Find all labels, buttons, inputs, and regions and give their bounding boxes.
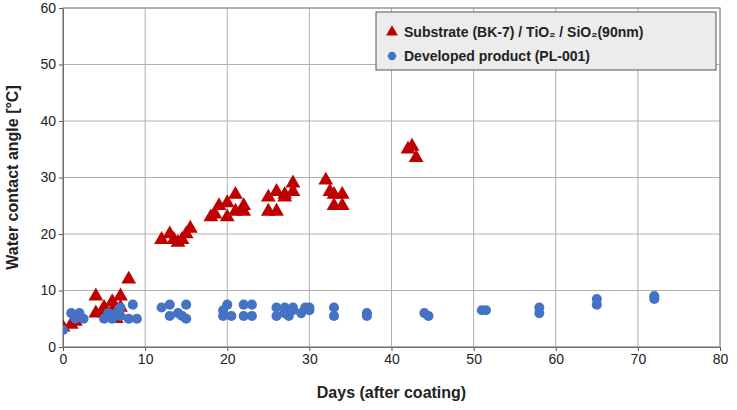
- point: [113, 288, 128, 301]
- series: [63, 291, 659, 335]
- point: [183, 220, 198, 233]
- tick: 60: [548, 347, 564, 367]
- tick: 0: [60, 347, 68, 367]
- grid-line-y: [63, 177, 720, 178]
- tick: 40: [384, 347, 400, 367]
- tick: 50: [40, 56, 63, 72]
- series: [63, 138, 424, 332]
- tick-label: 30: [40, 169, 56, 185]
- point: [423, 311, 433, 321]
- point: [132, 314, 142, 324]
- tick-label: 60: [40, 0, 56, 16]
- point: [181, 300, 191, 310]
- grid-line-y: [63, 121, 720, 122]
- point: [121, 271, 136, 284]
- tick-mark: [59, 291, 63, 292]
- tick-label: 0: [60, 351, 68, 367]
- tick: 50: [466, 347, 482, 367]
- tick-mark: [59, 234, 63, 235]
- tick-mark: [59, 8, 63, 9]
- point: [247, 311, 257, 321]
- tick: 80: [713, 347, 729, 367]
- legend-marker: [386, 25, 398, 35]
- tick-label: 60: [548, 351, 564, 367]
- tick-mark: [59, 65, 63, 66]
- point: [88, 288, 103, 301]
- point: [405, 138, 420, 151]
- tick-mark: [59, 178, 63, 179]
- tick: 70: [631, 347, 647, 367]
- point: [63, 325, 68, 335]
- point: [78, 314, 88, 324]
- tick: 10: [40, 282, 63, 298]
- points: [63, 138, 659, 335]
- tick-label: 80: [713, 351, 729, 367]
- x-axis-title: Days (after coating): [317, 384, 466, 401]
- tick-mark: [59, 121, 63, 122]
- y-axis-title: Water contact angle [°C]: [4, 85, 21, 270]
- point: [128, 300, 138, 310]
- tick: 60: [40, 0, 63, 16]
- tick-label: 20: [40, 226, 56, 242]
- point: [181, 314, 191, 324]
- tick-label: 50: [466, 351, 482, 367]
- grid: [63, 8, 720, 347]
- tick: 30: [40, 169, 63, 185]
- point: [649, 294, 659, 304]
- x-axis: 0 10 20 30 40 50 60 70 80: [60, 347, 729, 367]
- tick-label: 50: [40, 56, 56, 72]
- point: [228, 186, 243, 199]
- tick: 20: [40, 226, 63, 242]
- legend-label: Developed product (PL-001): [404, 48, 590, 64]
- tick: 30: [302, 347, 318, 367]
- tick-label: 10: [40, 282, 56, 298]
- point: [409, 149, 424, 162]
- tick: 20: [220, 347, 236, 367]
- legend-box: [376, 12, 716, 70]
- point: [236, 203, 251, 216]
- tick: 0: [48, 339, 63, 355]
- point: [335, 197, 350, 210]
- tick: 40: [40, 113, 63, 129]
- point: [335, 186, 350, 199]
- point: [481, 305, 491, 315]
- chart: 0 10 20 30 40 50 60 70 80 0 10 20 30 40 50 60 Days (afte…: [0, 0, 737, 410]
- point: [534, 308, 544, 318]
- tick: 10: [138, 347, 154, 367]
- legend-marker: [388, 52, 396, 60]
- tick-label: 30: [302, 351, 318, 367]
- legend-label: Substrate (BK-7) / TiO₂ / SiO₂(90nm): [404, 24, 643, 40]
- point: [592, 300, 602, 310]
- tick-label: 40: [384, 351, 400, 367]
- tick-label: 10: [138, 351, 154, 367]
- point: [329, 311, 339, 321]
- point: [318, 172, 333, 185]
- point: [286, 175, 301, 188]
- tick-label: 40: [40, 113, 56, 129]
- point: [222, 300, 232, 310]
- point: [226, 311, 236, 321]
- grid-line-y: [63, 290, 720, 291]
- tick-label: 70: [631, 351, 647, 367]
- point: [247, 300, 257, 310]
- point: [362, 311, 372, 321]
- tick-label: 20: [220, 351, 236, 367]
- point: [269, 203, 284, 216]
- point: [304, 305, 314, 315]
- plot: 0 10 20 30 40 50 60 70 80 0 10 20 30 40 50 60: [40, 0, 728, 367]
- tick-mark: [59, 347, 63, 348]
- plot-frame: [63, 8, 720, 347]
- y-axis: 0 10 20 30 40 50 60: [40, 0, 63, 355]
- tick-label: 0: [48, 339, 56, 355]
- legend: Substrate (BK-7) / TiO₂ / SiO₂(90nm) Deve…: [376, 12, 716, 70]
- point: [165, 300, 175, 310]
